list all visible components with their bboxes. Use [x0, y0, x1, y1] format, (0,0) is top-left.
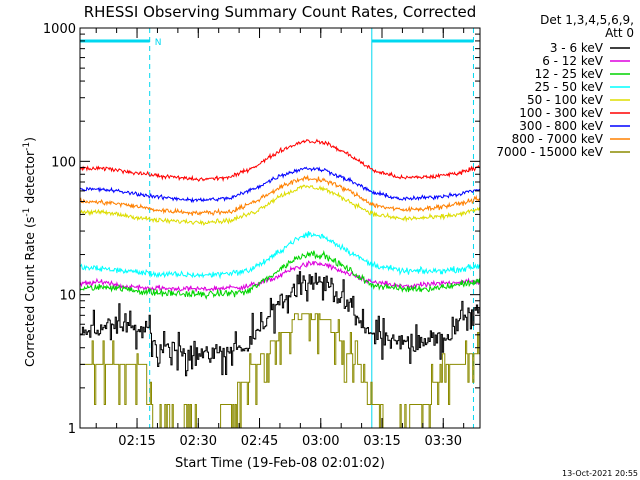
legend-label-5: 100 - 300 keV — [519, 106, 603, 120]
legend-label-8: 7000 - 15000 keV — [496, 145, 603, 159]
series-lines — [80, 138, 480, 428]
series-line-2 — [80, 249, 480, 300]
legend-label-0: 3 - 6 keV — [550, 41, 604, 55]
y-tick-label-3: 1000 — [43, 22, 76, 37]
x-tick-label-0: 02:15 — [118, 434, 155, 449]
legend-label-7: 800 - 7000 keV — [512, 132, 604, 146]
axes: 1 10 100 1000 02:15 02:30 02:45 03:00 03:15 03:30 — [43, 22, 481, 449]
chart-title: RHESSI Observing Summary Count Rates, Co… — [84, 3, 477, 21]
x-axis-label: Start Time (19-Feb-08 02:01:02) — [175, 456, 385, 471]
series-line-7 — [80, 174, 480, 217]
x-tick-label-5: 03:30 — [425, 434, 462, 449]
legend-label-3: 25 - 50 keV — [535, 80, 604, 94]
legend-label-2: 12 - 25 keV — [535, 67, 604, 81]
series-line-1 — [80, 260, 480, 293]
legend-header-line-1: Det 1,3,4,5,6,9, — [540, 13, 634, 27]
series-line-8 — [80, 313, 480, 428]
x-tick-label-2: 02:45 — [241, 434, 278, 449]
y-tick-label-0: 1 — [68, 422, 76, 437]
y-axis-label: Corrected Count Rate (s-1 detector-1) — [22, 137, 37, 367]
plot-frame — [79, 27, 481, 429]
timestamp: 13-Oct-2021 20:55 — [562, 469, 638, 478]
series-line-0 — [80, 271, 480, 377]
series-line-3 — [80, 231, 480, 280]
top-bar-label: N — [155, 38, 162, 48]
legend-label-4: 50 - 100 keV — [527, 93, 604, 107]
series-line-6 — [80, 166, 480, 204]
y-tick-label-2: 100 — [51, 155, 76, 170]
x-tick-label-1: 02:30 — [180, 434, 217, 449]
time-markers: N — [79, 28, 474, 428]
legend-label-1: 6 - 12 keV — [542, 54, 604, 68]
y-tick-label-1: 10 — [59, 289, 76, 304]
legend-header-line-2: Att 0 — [605, 26, 634, 40]
x-tick-label-3: 03:00 — [302, 434, 339, 449]
x-tick-label-4: 03:15 — [363, 434, 400, 449]
series-line-5 — [80, 138, 480, 183]
legend-label-6: 300 - 800 keV — [519, 119, 603, 133]
series-line-4 — [80, 184, 480, 226]
